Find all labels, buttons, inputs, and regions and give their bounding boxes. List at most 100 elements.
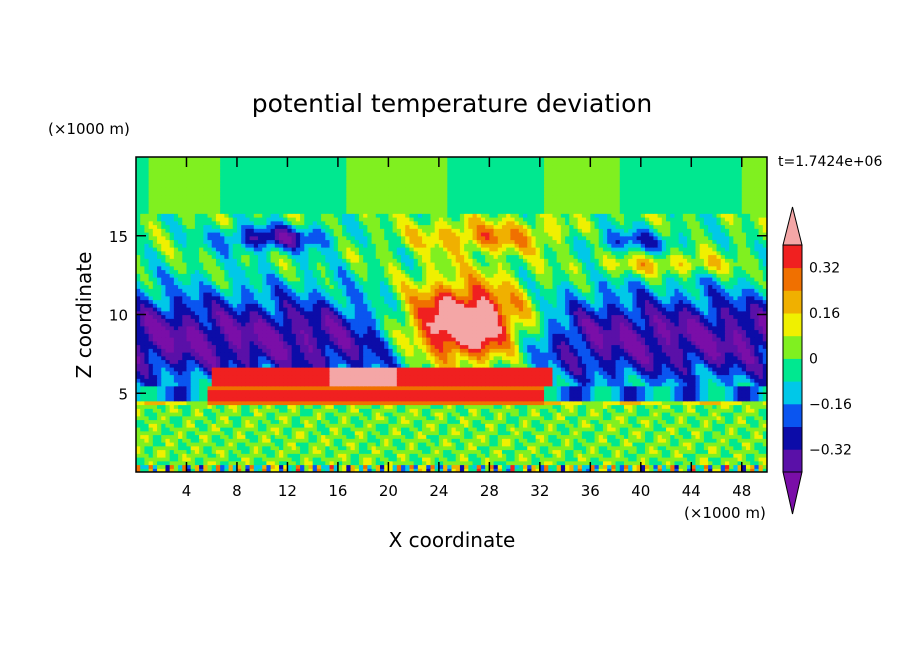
contour-cell <box>346 449 352 454</box>
contour-cell <box>211 382 217 387</box>
contour-cell <box>371 460 377 466</box>
contour-cell <box>241 385 246 391</box>
contour-cell <box>455 460 461 466</box>
contour-cell <box>733 393 739 398</box>
contour-cell <box>573 460 579 466</box>
contour-cell <box>670 393 676 398</box>
contour-cell <box>199 415 204 421</box>
contour-cell <box>695 434 701 439</box>
contour-cell <box>346 367 352 372</box>
contour-cell <box>266 370 272 376</box>
contour-cell <box>401 408 406 413</box>
contour-cell <box>342 427 347 432</box>
contour-cell <box>279 378 284 383</box>
contour-cell <box>632 389 638 394</box>
contour-cell <box>291 445 297 451</box>
contour-cell <box>459 389 465 394</box>
contour-cell <box>409 430 415 436</box>
contour-cell <box>586 423 591 428</box>
contour-cell <box>531 359 537 364</box>
contour-cell <box>358 385 364 391</box>
contour-cell <box>152 355 158 361</box>
contour-cell <box>199 352 204 357</box>
contour-cell <box>422 367 427 372</box>
contour-cell <box>211 344 217 349</box>
contour-cell <box>144 442 150 447</box>
contour-cell <box>178 442 183 447</box>
contour-cell <box>367 363 373 368</box>
contour-cell <box>623 355 629 361</box>
contour-cell <box>152 382 158 387</box>
contour-cell <box>548 359 554 364</box>
contour-cell <box>523 389 528 394</box>
contour-cell <box>249 344 255 349</box>
contour-cell <box>678 385 684 391</box>
contour-cell <box>388 460 394 466</box>
contour-cell <box>472 378 478 383</box>
contour-cell <box>194 449 200 454</box>
contour-cell <box>476 404 482 409</box>
contour-cell <box>615 449 621 454</box>
contour-cell <box>422 393 427 398</box>
contour-cell <box>724 442 730 447</box>
contour-cell <box>459 400 465 406</box>
contour-cell <box>750 393 755 398</box>
contour-cell <box>573 389 579 394</box>
contour-cell <box>329 408 335 413</box>
contour-cell <box>590 355 596 361</box>
contour-cell <box>241 382 246 387</box>
contour-cell <box>148 385 154 391</box>
contour-cell <box>430 419 436 424</box>
contour-cell <box>497 348 503 353</box>
contour-cell <box>363 449 368 454</box>
contour-cell <box>401 367 406 372</box>
contour-cell <box>750 412 755 417</box>
contour-cell <box>619 408 625 413</box>
contour-cell <box>750 445 755 451</box>
contour-cell <box>539 468 545 472</box>
contour-cell <box>666 423 671 428</box>
contour-cell <box>190 434 196 439</box>
contour-cell <box>754 348 760 353</box>
contour-cell <box>623 389 629 394</box>
contour-cell <box>501 367 507 372</box>
contour-cell <box>581 445 587 451</box>
contour-cell <box>367 457 373 462</box>
contour-cell <box>472 412 478 417</box>
contour-cell <box>670 468 676 472</box>
contour-cell <box>283 419 289 424</box>
contour-cell <box>708 397 713 402</box>
contour-cell <box>552 449 558 454</box>
contour-cell <box>236 445 242 451</box>
contour-cell <box>228 397 234 402</box>
contour-cell <box>388 352 394 357</box>
contour-cell <box>329 389 335 394</box>
contour-cell <box>687 415 692 421</box>
contour-cell <box>640 427 646 432</box>
contour-cell <box>325 412 331 417</box>
contour-cell <box>194 430 200 436</box>
contour-cell <box>762 412 767 417</box>
contour-cell <box>279 400 284 406</box>
contour-cell <box>762 453 767 458</box>
contour-cell <box>308 412 314 417</box>
contour-cell <box>636 449 642 454</box>
contour-cell <box>203 460 209 466</box>
contour-cell <box>236 370 242 376</box>
contour-cell <box>401 460 406 466</box>
contour-cell <box>295 348 301 353</box>
contour-cell <box>518 382 524 387</box>
contour-cell <box>274 393 280 398</box>
contour-cell <box>506 427 511 432</box>
contour-cell <box>741 359 747 364</box>
contour-cell <box>750 453 755 458</box>
contour-cell <box>220 378 225 383</box>
contour-cell <box>678 404 684 409</box>
contour-cell <box>708 352 713 357</box>
contour-cell <box>720 352 726 357</box>
contour-cell <box>657 363 663 368</box>
contour-cell <box>161 419 167 424</box>
contour-cell <box>434 359 440 364</box>
contour-cell <box>514 438 520 443</box>
contour-cell <box>640 464 646 469</box>
